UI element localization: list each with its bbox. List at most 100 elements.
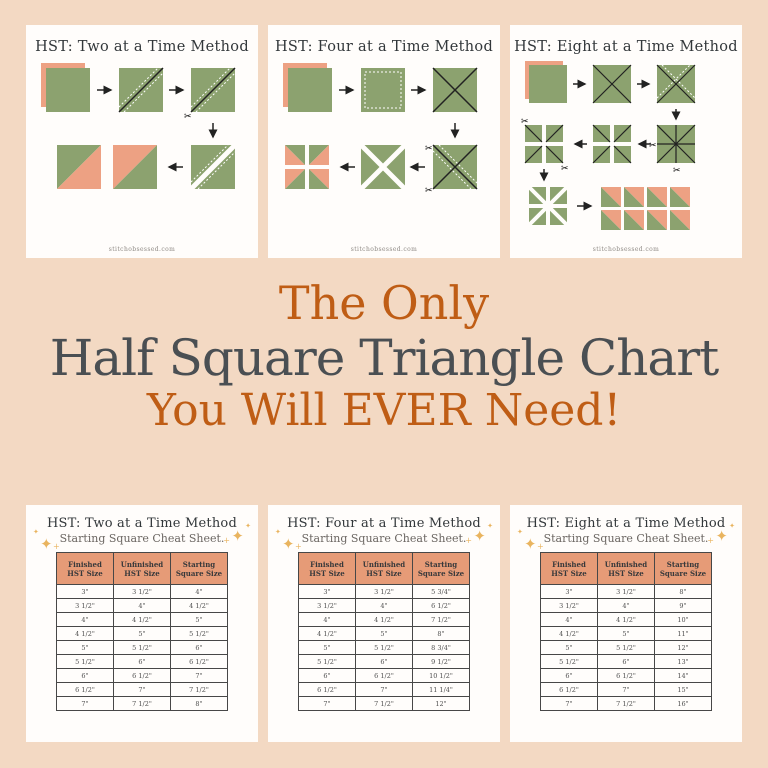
square-marked-diagonal	[118, 67, 164, 113]
table-row: 5" 5 1/2" 12"	[540, 640, 712, 655]
square-cut-diagonal: ✂	[184, 67, 236, 122]
table-cell: 7"	[170, 668, 228, 683]
table-row: 6 1/2" 7" 7 1/2"	[56, 682, 228, 697]
square-cut-x-and-cross: ✂ ✂	[649, 124, 696, 176]
scissors-icon: ✂	[673, 166, 681, 176]
column-header: Unfinished HST Size	[597, 552, 655, 585]
table-cell: 6"	[355, 654, 413, 669]
table-cell: 4"	[597, 598, 655, 613]
table-header-row: Finished HST Size Unfinished HST Size Star…	[540, 552, 712, 585]
table-cell: 11"	[654, 626, 712, 641]
table-cell: 6 1/2"	[597, 668, 655, 683]
square-cut-x: ✂ ✂	[425, 144, 478, 196]
square-marked-x	[432, 67, 478, 113]
table-row: 4" 4 1/2" 7 1/2"	[298, 612, 470, 627]
table-cell: 5"	[597, 626, 655, 641]
table-row: 5 1/2" 6" 6 1/2"	[56, 654, 228, 669]
cheat-sheet-four-at-a-time: HST: Four at a Time Method Starting Squa…	[268, 505, 500, 742]
quarters-with-diagonals	[592, 124, 632, 164]
table-cell: 5"	[56, 640, 114, 655]
table-row: 4" 4 1/2" 10"	[540, 612, 712, 627]
table-cell: 4 1/2"	[113, 612, 171, 627]
table-row: 3 1/2" 4" 6 1/2"	[298, 598, 470, 613]
square-split-open	[187, 141, 239, 193]
table-row: 6" 6 1/2" 10 1/2"	[298, 668, 470, 683]
table-cell: 7 1/2"	[412, 612, 470, 627]
table-cell: 6 1/2"	[56, 682, 114, 697]
table-cell: 4 1/2"	[540, 626, 598, 641]
column-header: Starting Square Size	[654, 552, 712, 585]
method-card-title: HST: Two at a Time Method	[35, 39, 249, 55]
table-cell: 5"	[113, 626, 171, 641]
table-cell: 3 1/2"	[355, 584, 413, 599]
table-row: 3 1/2" 4" 9"	[540, 598, 712, 613]
table-row: 3" 3 1/2" 5 3/4"	[298, 584, 470, 599]
table-cell: 7"	[56, 696, 114, 711]
square-sewn-x	[656, 64, 696, 104]
scissors-icon: ✂	[521, 117, 529, 127]
square-split-four	[357, 141, 409, 193]
scissors-icon: ✂	[184, 112, 192, 122]
table-cell: 7"	[355, 682, 413, 697]
scissors-icon: ✂	[425, 144, 433, 154]
table-cell: 6 1/2"	[540, 682, 598, 697]
table-cell: 5 1/2"	[355, 640, 413, 655]
table-cell: 6"	[597, 654, 655, 669]
table-cell: 4 1/2"	[597, 612, 655, 627]
table-cell: 4"	[56, 612, 114, 627]
table-cell: 4"	[113, 598, 171, 613]
four-at-a-time-diagram: ✂ ✂	[283, 63, 478, 196]
table-row: 7" 7 1/2" 8"	[56, 696, 228, 711]
table-cell: 7 1/2"	[170, 682, 228, 697]
table-cell: 3 1/2"	[113, 584, 171, 599]
table-cell: 5 1/2"	[597, 640, 655, 655]
fabric-stack	[525, 61, 567, 103]
table-cell: 8"	[654, 584, 712, 599]
table-cell: 12"	[654, 640, 712, 655]
column-header: Unfinished HST Size	[113, 552, 171, 585]
scissors-icon: ✂	[425, 186, 433, 196]
subtitle-row: Starting Square Cheat Sheet.	[510, 526, 742, 553]
fabric-stack	[283, 63, 332, 112]
cheat-sheet-eight-at-a-time: HST: Eight at a Time Method Starting Squ…	[510, 505, 742, 742]
table-cell: 5 3/4"	[412, 584, 470, 599]
table-cell: 7"	[540, 696, 598, 711]
table-cell: 5 1/2"	[170, 626, 228, 641]
table-cell: 15"	[654, 682, 712, 697]
sparkle-icon	[524, 534, 537, 553]
sparkle-icon	[282, 534, 295, 553]
table-cell: 13"	[654, 654, 712, 669]
watermark: stitchobsessed.com	[592, 246, 660, 253]
table-cell: 9 1/2"	[412, 654, 470, 669]
cheat-sheet-table: Finished HST Size Unfinished HST Size Star…	[298, 552, 470, 711]
table-header-row: Finished HST Size Unfinished HST Size Star…	[56, 552, 228, 585]
square-sewn-perimeter	[361, 68, 405, 112]
table-cell: 8"	[170, 696, 228, 711]
table-row: 7" 7 1/2" 12"	[298, 696, 470, 711]
cheat-sheet-title: HST: Four at a Time Method	[287, 516, 481, 531]
scissors-icon: ✂	[561, 164, 569, 174]
table-row: 4 1/2" 5" 8"	[298, 626, 470, 641]
table-cell: 6"	[298, 668, 356, 683]
table-cell: 10"	[654, 612, 712, 627]
table-cell: 6 1/2"	[412, 598, 470, 613]
method-card-two-at-a-time: HST: Two at a Time Method	[26, 25, 258, 258]
table-row: 5" 5 1/2" 8 3/4"	[298, 640, 470, 655]
table-row: 5" 5 1/2" 6"	[56, 640, 228, 655]
finished-hst-grid-eight	[601, 187, 690, 230]
table-cell: 7"	[597, 682, 655, 697]
table-cell: 10 1/2"	[412, 668, 470, 683]
table-cell: 6 1/2"	[355, 668, 413, 683]
scissors-icon: ✂	[649, 141, 657, 151]
table-cell: 3 1/2"	[597, 584, 655, 599]
table-header-row: Finished HST Size Unfinished HST Size Star…	[298, 552, 470, 585]
finished-hst-pair	[57, 145, 157, 189]
method-cards-row: HST: Two at a Time Method	[26, 25, 742, 258]
square-marked-x	[592, 64, 632, 104]
column-header: Starting Square Size	[412, 552, 470, 585]
table-cell: 7 1/2"	[597, 696, 655, 711]
table-cell: 4"	[540, 612, 598, 627]
table-cell: 16"	[654, 696, 712, 711]
column-header: Starting Square Size	[170, 552, 228, 585]
